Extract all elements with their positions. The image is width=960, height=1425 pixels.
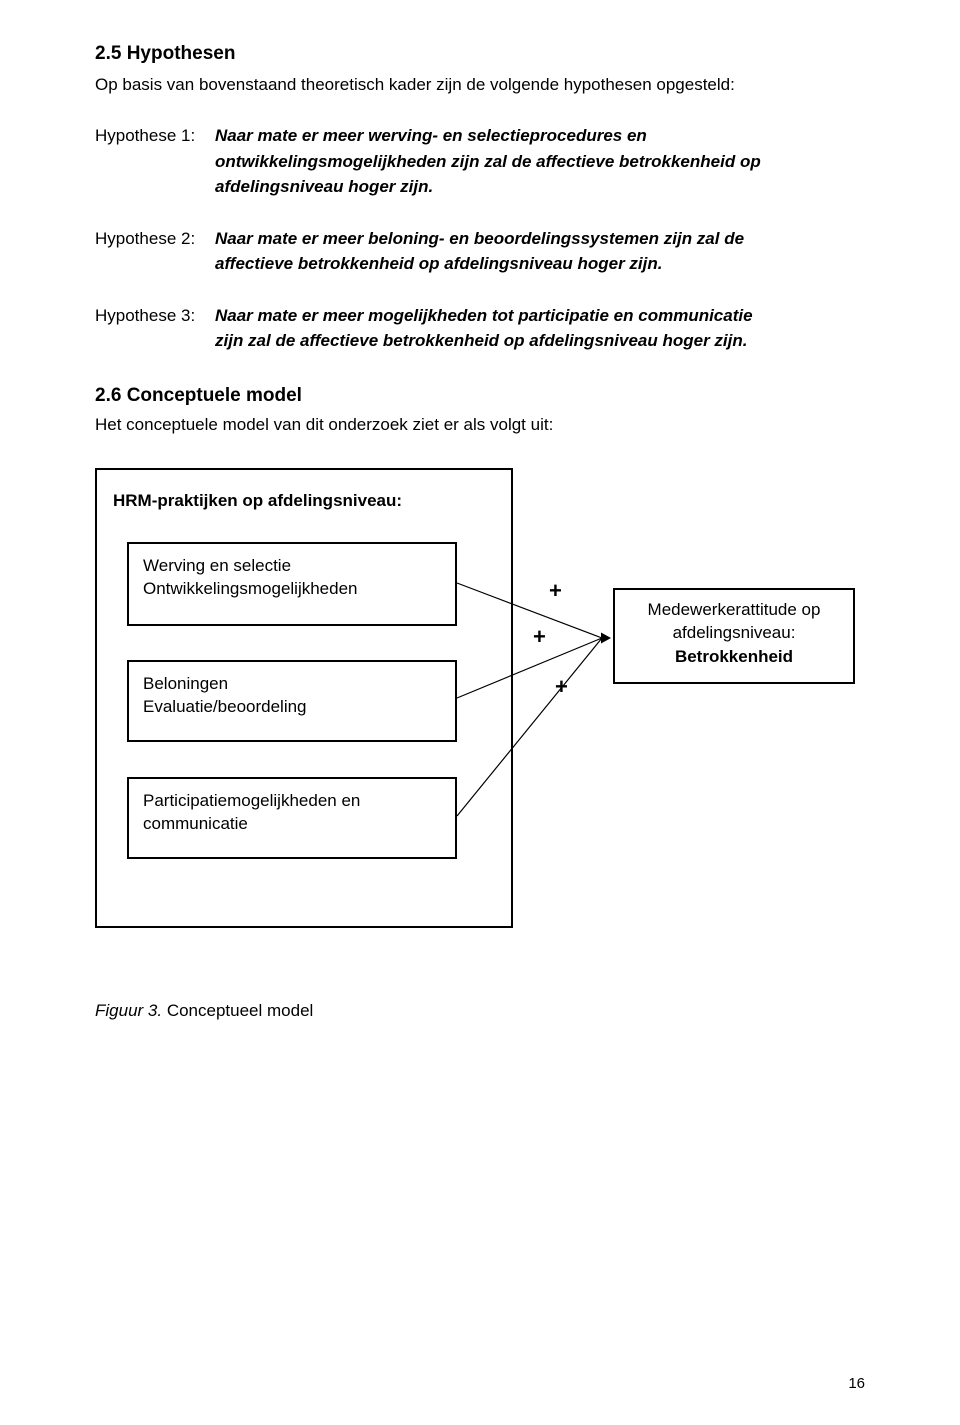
diagram-right-line-2: afdelingsniveau: xyxy=(621,621,847,645)
hypothesis-2: Hypothese 2: Naar mate er meer beloning-… xyxy=(95,226,870,277)
hypothesis-2-body: Naar mate er meer beloning- en beoordeli… xyxy=(215,226,870,277)
hypothesis-1-label: Hypothese 1: xyxy=(95,123,215,149)
hypothesis-3-body: Naar mate er meer mogelijkheden tot part… xyxy=(215,303,870,354)
diagram-box-3-line-1: Participatiemogelijkheden en xyxy=(143,789,441,813)
diagram-box-2-line-2: Evaluatie/beoordeling xyxy=(143,695,441,719)
hypothesis-1-line-3: afdelingsniveau hoger zijn. xyxy=(215,174,870,200)
plus-icon-3: + xyxy=(555,676,568,698)
section-2-6-intro: Het conceptuele model van dit onderzoek … xyxy=(95,412,870,438)
hypothesis-3-line-1: Naar mate er meer mogelijkheden tot part… xyxy=(215,303,870,329)
hypothesis-1-line-1: Naar mate er meer werving- en selectiepr… xyxy=(215,123,870,149)
diagram-right-line-3: Betrokkenheid xyxy=(621,645,847,669)
section-2-6-heading: 2.6 Conceptuele model xyxy=(95,382,870,411)
diagram-outer-title: HRM-praktijken op afdelingsniveau: xyxy=(113,488,402,514)
hypothesis-3-line-2: zijn zal de affectieve betrokkenheid op … xyxy=(215,328,870,354)
diagram-box-2-line-1: Beloningen xyxy=(143,672,441,696)
diagram-box-3-line-2: communicatie xyxy=(143,812,441,836)
diagram-box-3: Participatiemogelijkheden en communicati… xyxy=(127,777,457,859)
plus-icon-2: + xyxy=(533,626,546,648)
hypothesis-3: Hypothese 3: Naar mate er meer mogelijkh… xyxy=(95,303,870,354)
diagram-box-1-line-1: Werving en selectie xyxy=(143,554,441,578)
section-2-5-intro: Op basis van bovenstaand theoretisch kad… xyxy=(95,72,870,98)
hypothesis-3-label: Hypothese 3: xyxy=(95,303,215,329)
diagram-box-1: Werving en selectie Ontwikkelingsmogelij… xyxy=(127,542,457,626)
hypothesis-2-line-1: Naar mate er meer beloning- en beoordeli… xyxy=(215,226,870,252)
diagram-outer-box: HRM-praktijken op afdelingsniveau: Wervi… xyxy=(95,468,513,928)
conceptual-model-diagram: HRM-praktijken op afdelingsniveau: Wervi… xyxy=(95,468,870,938)
page-number: 16 xyxy=(848,1373,865,1396)
page: 2.5 Hypothesen Op basis van bovenstaand … xyxy=(0,0,960,1425)
hypothesis-2-label: Hypothese 2: xyxy=(95,226,215,252)
diagram-right-box: Medewerkerattitude op afdelingsniveau: B… xyxy=(613,588,855,684)
diagram-box-2: Beloningen Evaluatie/beoordeling xyxy=(127,660,457,742)
plus-icon-1: + xyxy=(549,580,562,602)
hypothesis-2-line-2: affectieve betrokkenheid op afdelingsniv… xyxy=(215,251,870,277)
hypothesis-1-body: Naar mate er meer werving- en selectiepr… xyxy=(215,123,870,200)
figure-text: Conceptueel model xyxy=(162,1001,313,1020)
diagram-box-1-line-2: Ontwikkelingsmogelijkheden xyxy=(143,577,441,601)
figure-caption: Figuur 3. Conceptueel model xyxy=(95,998,870,1024)
section-2-5-heading: 2.5 Hypothesen xyxy=(95,40,870,69)
hypothesis-1: Hypothese 1: Naar mate er meer werving- … xyxy=(95,123,870,200)
diagram-right-line-1: Medewerkerattitude op xyxy=(621,598,847,622)
hypothesis-1-line-2: ontwikkelingsmogelijkheden zijn zal de a… xyxy=(215,149,870,175)
figure-label: Figuur 3. xyxy=(95,1001,162,1020)
